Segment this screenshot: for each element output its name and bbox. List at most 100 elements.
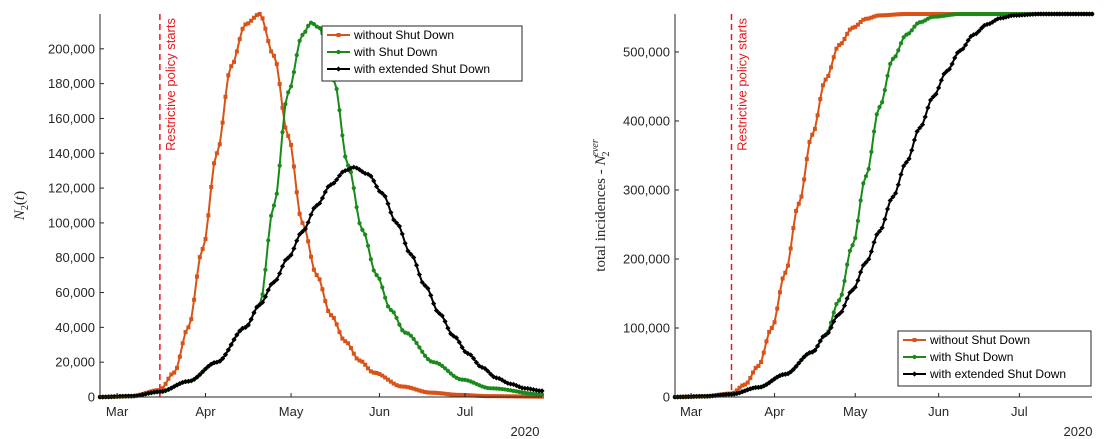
data-point (431, 390, 436, 395)
data-point (222, 352, 229, 358)
data-point (371, 268, 376, 273)
data-point (280, 130, 285, 135)
data-point (788, 369, 794, 375)
data-point (920, 12, 925, 16)
legend-marker (335, 66, 342, 72)
data-point (379, 190, 385, 196)
data-point (465, 393, 470, 398)
data-point (699, 393, 705, 399)
y-tick-label: 20,000 (55, 355, 95, 370)
data-point (522, 385, 528, 391)
data-point (425, 357, 431, 362)
data-point (414, 387, 419, 392)
data-point (212, 161, 217, 166)
data-point (297, 211, 302, 216)
data-point (502, 394, 507, 399)
data-point (291, 245, 297, 252)
data-point (1089, 11, 1095, 17)
data-point (726, 391, 732, 397)
data-point (286, 133, 291, 138)
data-point (243, 22, 248, 27)
data-point (767, 329, 772, 334)
data-point (197, 255, 202, 260)
data-point (753, 384, 759, 391)
data-point (266, 39, 271, 44)
legend-item-without-shut-down: without Shut Down (327, 28, 454, 42)
data-point (428, 390, 433, 395)
data-point (348, 346, 353, 351)
data-point (761, 350, 766, 355)
data-point (391, 381, 396, 386)
data-point (391, 310, 396, 315)
data-point (331, 315, 336, 320)
data-point (403, 384, 408, 389)
data-point (834, 46, 839, 51)
data-point (941, 71, 947, 77)
data-point (425, 285, 431, 292)
data-point (782, 371, 788, 377)
data-point (386, 377, 391, 382)
data-point (855, 22, 860, 27)
data-point (260, 16, 265, 21)
data-point (833, 313, 840, 319)
data-point (514, 394, 519, 399)
data-point (834, 301, 839, 307)
data-point (804, 157, 809, 162)
data-point (314, 273, 319, 278)
data-point (925, 12, 930, 16)
x-tick-label: May (843, 404, 868, 419)
data-point (728, 391, 735, 397)
data-point (217, 358, 223, 364)
data-point (798, 357, 805, 363)
data-point (858, 19, 863, 24)
data-point (836, 311, 842, 317)
data-point (874, 232, 880, 238)
data-point (422, 282, 428, 289)
data-point (933, 91, 939, 97)
data-point (439, 313, 445, 319)
data-point (336, 172, 343, 179)
data-point (831, 318, 837, 325)
data-point (938, 77, 944, 83)
data-point (701, 393, 708, 399)
data-point (844, 295, 850, 302)
data-point (294, 190, 299, 195)
data-point (460, 392, 465, 397)
data-point (380, 285, 385, 290)
data-point (371, 370, 376, 375)
data-point (794, 208, 799, 213)
data-point (1065, 11, 1071, 17)
data-point (829, 65, 834, 70)
data-point (306, 239, 311, 244)
data-point (828, 325, 834, 331)
data-point (366, 366, 371, 371)
y-tick-label: 200,000 (623, 251, 670, 266)
data-point (823, 77, 828, 82)
data-point (880, 13, 885, 18)
data-point (322, 189, 328, 195)
data-point (383, 375, 388, 380)
data-point (861, 17, 866, 22)
data-point (257, 12, 262, 16)
data-point (912, 12, 917, 16)
data-point (869, 15, 874, 20)
data-point (513, 382, 519, 389)
data-point (868, 248, 874, 255)
data-point (493, 375, 499, 381)
legend-marker (911, 371, 918, 377)
data-point (987, 21, 993, 27)
data-point (271, 53, 276, 58)
data-point (448, 371, 453, 376)
data-point (887, 197, 893, 204)
data-point (397, 322, 402, 327)
data-point (263, 26, 268, 31)
data-point (919, 122, 926, 128)
y-tick-label: 180,000 (48, 76, 95, 91)
data-point (400, 384, 405, 389)
legend-marker (912, 354, 917, 360)
data-point (228, 342, 234, 348)
y-tick-label: 300,000 (623, 182, 670, 197)
data-point (283, 125, 288, 130)
data-point (326, 309, 331, 314)
data-point (462, 349, 468, 355)
